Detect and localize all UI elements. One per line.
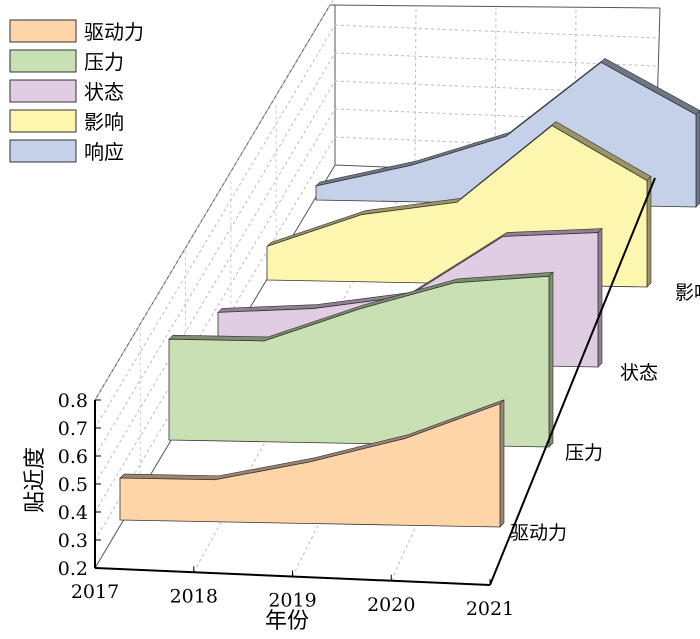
grid-line-back-wall-vertical: [574, 7, 577, 175]
x-tick-label: 2018: [170, 585, 218, 607]
depth-tick-label: 影响: [675, 282, 700, 304]
y-tick-label: 0.2: [58, 558, 88, 580]
y-tick-label: 0.4: [58, 502, 88, 524]
ribbon-side-0: [499, 399, 505, 528]
grid-line-left-wall: [94, 108, 336, 513]
y-axis-label: 贴近度: [23, 447, 48, 513]
legend-label: 驱动力: [84, 20, 144, 44]
x-tick-label: 2020: [367, 594, 415, 616]
legend-label: 状态: [84, 80, 124, 104]
legend-label: 影响: [84, 110, 124, 134]
legend-swatch: [9, 19, 77, 43]
legend-swatch: [9, 109, 77, 133]
grid-line-back-wall-vertical: [414, 7, 417, 169]
x-tick-label: 2019: [268, 590, 316, 612]
y-tick-label: 0.7: [58, 418, 88, 440]
ribbon-1: [168, 275, 550, 448]
y-tick-label: 0.5: [58, 474, 88, 496]
legend-swatch: [9, 79, 77, 103]
ribbon-side-4: [695, 110, 700, 208]
legend-swatch: [9, 49, 77, 73]
depth-tick-label: 驱动力: [510, 522, 567, 544]
legend-swatch: [9, 139, 77, 163]
legend-label: 响应: [84, 140, 124, 164]
legend-label: 压力: [84, 50, 124, 74]
x-tick-label: 2017: [71, 581, 119, 603]
grid-line-left-wall: [94, 52, 336, 457]
x-tick-label: 2021: [466, 598, 514, 620]
back-wall-top-edge: [329, 4, 661, 9]
y-tick-label: 0.3: [58, 530, 88, 552]
grid-line-left-wall: [94, 0, 334, 401]
ribbon-side-1: [548, 271, 554, 448]
x-axis-label: 年份: [265, 609, 309, 634]
depth-axis: [489, 177, 656, 586]
grid-line-left-wall: [94, 80, 336, 485]
y-tick-label: 0.8: [58, 390, 88, 412]
y-tick-label: 0.6: [58, 446, 88, 468]
depth-tick-label: 状态: [620, 362, 658, 384]
grid-line-left-wall: [94, 24, 336, 429]
ribbon-side-2: [597, 227, 603, 368]
depth-tick-label: 压力: [565, 442, 603, 464]
ribbon-0: [119, 403, 501, 528]
